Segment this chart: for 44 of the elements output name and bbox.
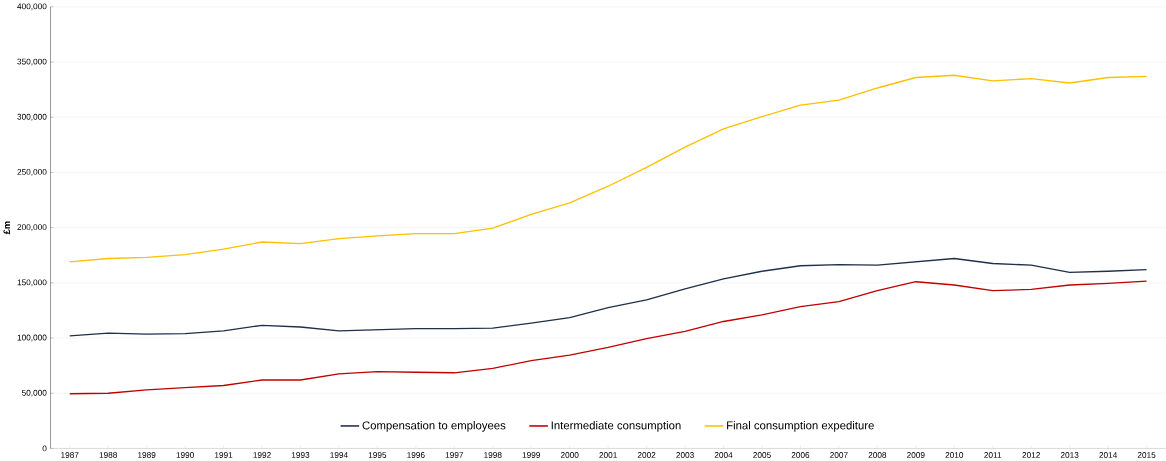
x-tick-label: 1999 (522, 451, 540, 458)
x-tick-label: 1988 (99, 451, 117, 458)
x-tick-label: 2011 (984, 451, 1002, 458)
x-tick-label: 2014 (1099, 451, 1118, 458)
legend-label: Final consumption expediture (727, 420, 874, 432)
x-tick-label: 2010 (945, 451, 964, 458)
x-tick-label: 1990 (176, 451, 194, 458)
x-tick-label: 1994 (330, 451, 348, 458)
y-tick-label: 350,000 (17, 58, 47, 66)
x-tick-label: 1991 (215, 451, 233, 458)
x-tick-label: 2003 (676, 451, 694, 458)
y-tick-label: 50,000 (21, 389, 47, 397)
x-tick-label: 2004 (714, 451, 733, 458)
x-tick-label: 2000 (560, 451, 579, 458)
x-tick-label: 2009 (907, 451, 925, 458)
x-tick-label: 1998 (484, 451, 502, 458)
y-tick-label: 200,000 (17, 224, 47, 231)
y-tick-label: 300,000 (17, 113, 47, 121)
y-axis-title: £m (3, 221, 10, 235)
x-tick-label: 2015 (1137, 451, 1156, 458)
y-tick-label: 250,000 (17, 168, 47, 176)
y-tick-label: 100,000 (17, 334, 47, 342)
line-series (69, 74, 1148, 263)
legend-label: Intermediate consumption (551, 420, 681, 432)
x-tick-label: 2012 (1022, 451, 1040, 458)
legend-label: Compensation to employees (362, 420, 506, 432)
x-tick-label: 1997 (445, 451, 464, 458)
x-tick-label: 1993 (291, 451, 310, 458)
y-tick-label: 0 (42, 445, 47, 452)
x-tick-label: 1992 (253, 451, 271, 458)
line-series (69, 280, 1148, 395)
x-tick-label: 2001 (599, 451, 617, 458)
x-tick-label: 1996 (407, 451, 425, 458)
x-tick-label: 2006 (791, 451, 810, 458)
x-tick-label: 2008 (868, 451, 887, 458)
x-tick-label: 1989 (138, 451, 156, 458)
y-tick-label: 150,000 (17, 279, 47, 287)
x-tick-label: 2005 (753, 451, 771, 458)
x-tick-label: 1995 (368, 451, 387, 458)
x-tick-label: 1987 (61, 451, 79, 458)
x-tick-label: 2002 (637, 451, 656, 458)
y-tick-label: 400,000 (17, 3, 47, 11)
x-tick-label: 2007 (830, 451, 848, 458)
x-tick-label: 2013 (1060, 451, 1079, 458)
